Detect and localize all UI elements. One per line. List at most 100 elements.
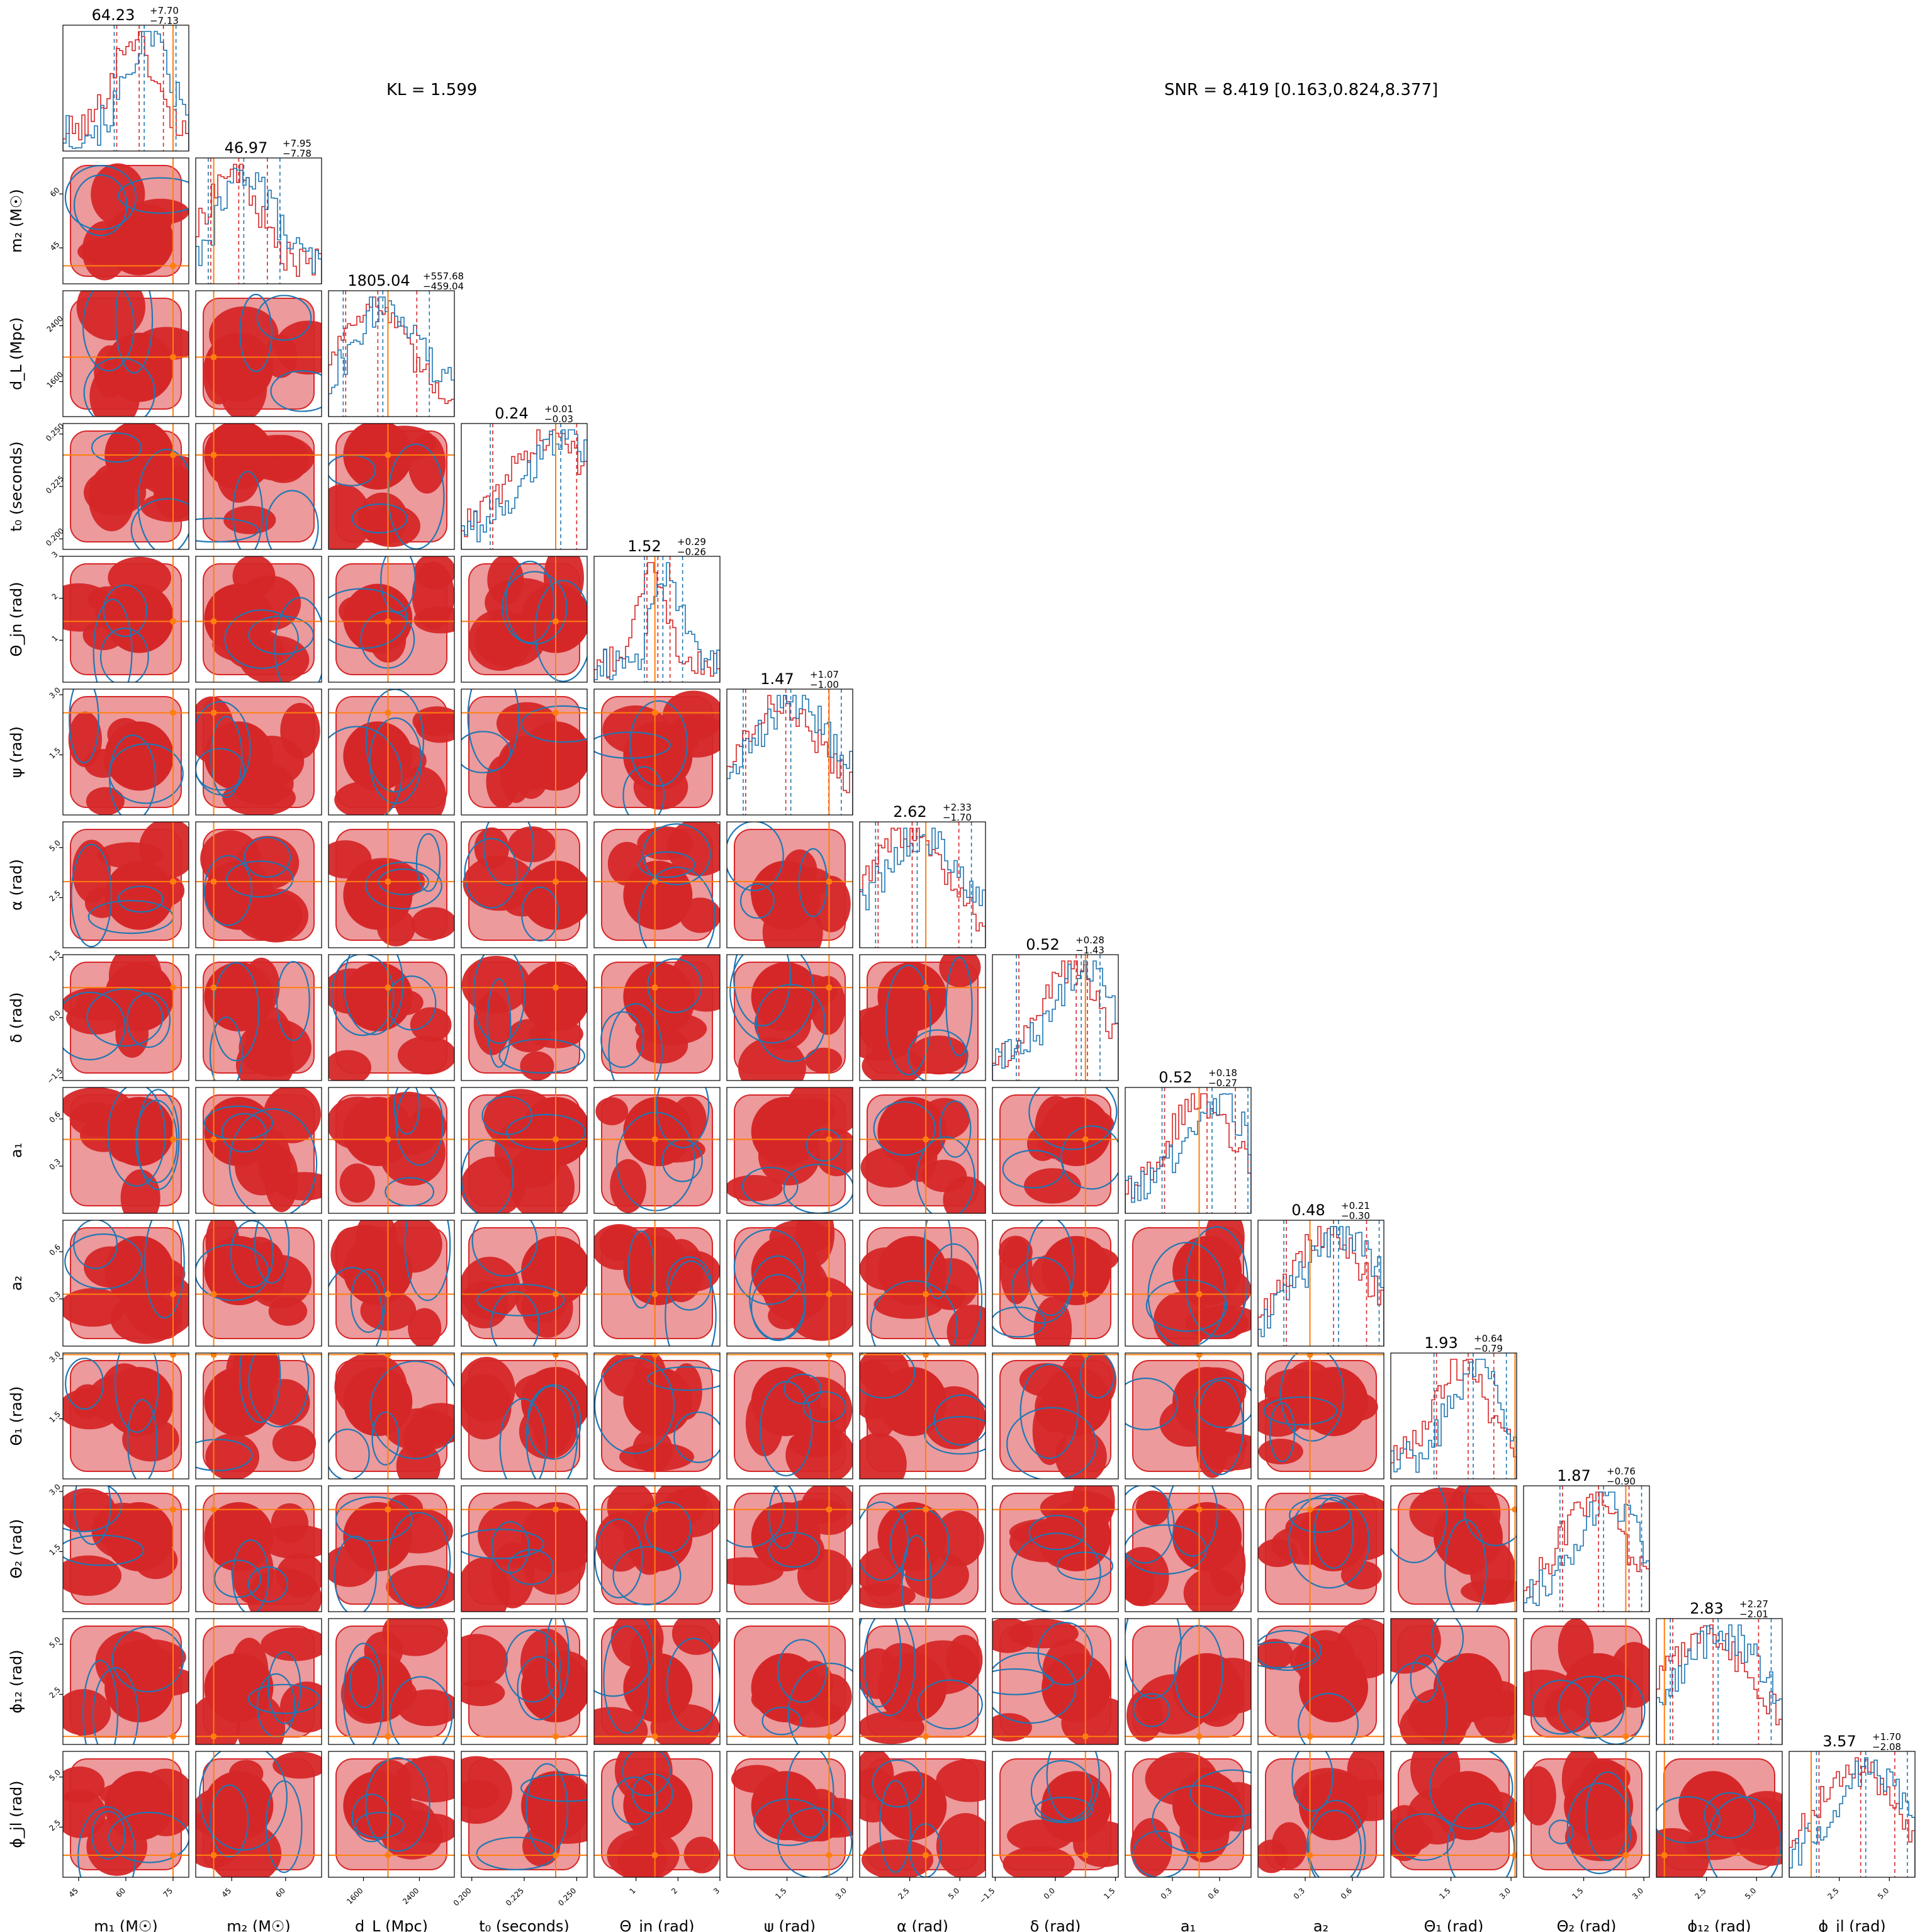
contour-blue [860,1619,902,1708]
contour-blue [108,734,157,815]
diag-title-minus-t0: −0.03 [544,413,573,425]
panel-m1-dL [63,291,189,417]
hist-red-a2 [1258,1226,1384,1346]
panel-a1-a2 [1125,1220,1251,1346]
panel-frame-psi-phi12 [726,1618,853,1745]
density-core-main [343,1367,413,1437]
contour-blue [879,1780,912,1873]
contour-blue [118,177,189,214]
density-core-main [751,1771,821,1841]
panel-m2-a2 [196,1220,322,1346]
density-core-main [623,1653,693,1722]
panel-theta_jn-delta [594,955,720,1081]
contour-blue [461,1529,544,1559]
contour-blue [594,731,671,759]
density-core-main [751,860,821,930]
diag-title-plus-theta_jn: +0.29 [677,536,706,548]
density-core [1003,1846,1075,1877]
diag-title-plus-t0: +0.01 [544,403,573,415]
contour-blue [464,838,519,909]
contour-blue [750,1274,806,1342]
contour-blue [467,689,520,772]
panel-t0-theta2 [461,1486,587,1612]
hist-blue-a1 [1125,1093,1251,1213]
truth-marker [651,1506,658,1513]
density-core [412,561,454,629]
contour-blue [115,291,154,374]
contour-blue [1391,1486,1447,1563]
contour-blue [923,1220,953,1300]
panel-theta_jn-psi [594,689,720,815]
contour-blue [221,1113,267,1153]
panel-t0-psi [461,689,587,815]
truth-marker [826,1851,833,1858]
contour-blue [334,1536,378,1612]
contour-blue [232,1539,269,1612]
truth-marker [385,984,391,991]
ytick-label-phi_jl-0: 2.5 [47,1818,62,1833]
xaxis-label-m2: m₂ (M☉) [227,1918,291,1932]
contour-blue [741,1167,799,1206]
panel-m2-delta [196,955,322,1081]
xaxis-label-a2: a₂ [1313,1918,1328,1932]
panel-t0-alpha [461,822,587,948]
panel-frame-alpha-a1 [859,1087,986,1214]
contour-blue [739,883,775,919]
diag-title-minus-a2: −0.30 [1341,1210,1370,1222]
ytick-label-delta-2: 1.5 [47,948,62,963]
truth-marker [553,1353,559,1358]
panel-dL-a2 [329,1220,454,1346]
panel-frame-theta_jn-theta1 [593,1352,721,1480]
contour-blue [863,1619,916,1717]
panel-a1-theta1 [1125,1353,1251,1479]
diag-title-minus-dL: −459.04 [423,281,464,292]
panel-frame-m2-t0 [195,423,322,550]
panel-frame-m2-dL [195,290,322,417]
contour-blue [1391,1662,1448,1744]
panel-alpha-theta2 [860,1486,986,1612]
xtick-label-alpha-1: 5.0 [946,1886,961,1901]
xaxis-label-alpha: α (rad) [897,1918,948,1932]
contour-blue [1308,1809,1362,1877]
density-core-main [1172,1502,1242,1571]
truth-marker [553,709,559,716]
contour-blue [365,1757,430,1852]
diag-title-minus-psi: −1.00 [810,679,839,690]
panel-frame-theta_jn-phi12 [593,1618,721,1745]
contour-blue [209,1016,243,1081]
panel-frame-alpha-phi_jl [859,1751,986,1878]
contour-blue [1704,1792,1756,1839]
contour-blue [534,580,587,682]
hist-blue-theta_jn [594,562,720,682]
panel-frame-a1-theta2 [1125,1485,1252,1612]
hist-blue-t0 [461,429,587,549]
contour-blue [1431,1619,1464,1663]
yaxis-label-psi: ψ (rad) [8,726,25,778]
contour-blue [499,1398,547,1479]
density-core-main [623,1502,693,1571]
diag-panel-m2 [196,158,322,284]
contour-blue [1189,1769,1251,1817]
density-core-main [204,1367,274,1437]
panel-delta-theta1 [992,1353,1118,1479]
truth-marker [553,1291,559,1298]
contour-blue [115,1353,159,1433]
contour-blue [247,1566,288,1603]
truth-marker [553,984,559,991]
contour-blue [82,291,135,372]
density-core [1258,1639,1293,1670]
contour-blue [371,1411,400,1466]
truth-marker [210,1353,217,1358]
contour-blue [330,955,395,1036]
contour-blue [594,1518,643,1598]
density-core [862,1047,925,1081]
density-core-main [1299,1367,1368,1437]
density-core-main [1042,1097,1111,1166]
truth-marker [170,1136,176,1143]
yaxis-label-delta: δ (rad) [8,992,25,1043]
contour-blue [1028,1087,1118,1150]
density-core [1055,1429,1107,1479]
density-core [1153,1292,1210,1346]
panel-frame-m1-theta_jn [62,556,189,683]
diag-panel-psi [727,689,853,815]
